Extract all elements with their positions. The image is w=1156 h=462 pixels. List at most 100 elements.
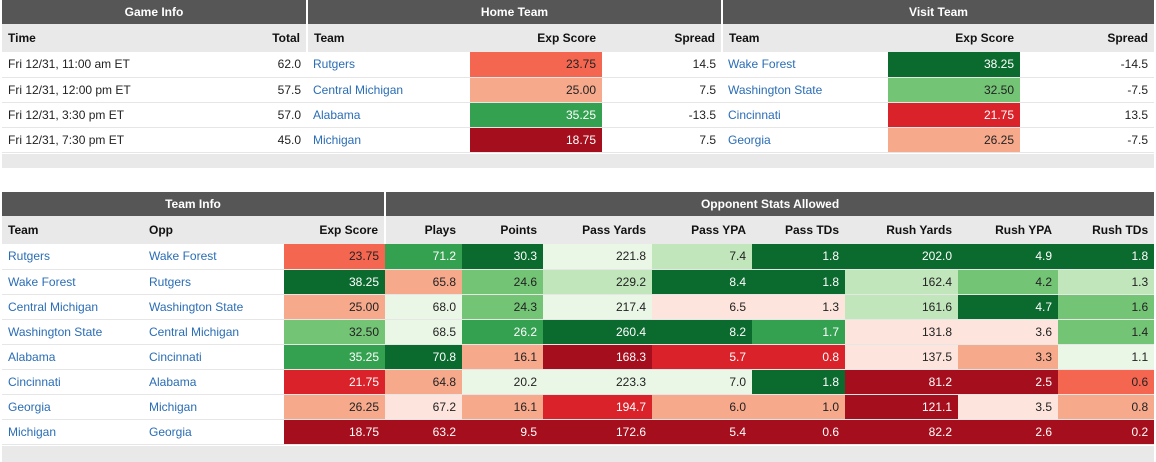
stat-pass-tds: 1.0	[752, 394, 846, 420]
stat-rush-tds: 0.8	[1058, 394, 1155, 420]
col-rush-yards[interactable]: Rush Yards	[845, 216, 959, 244]
stat-rush-tds: 1.8	[1058, 244, 1155, 270]
col-team[interactable]: Team	[2, 216, 143, 244]
stat-pass-ypa: 7.0	[652, 369, 753, 395]
team-link[interactable]: Georgia	[2, 394, 143, 420]
stat-pass-yards: 260.4	[543, 319, 653, 345]
opp-link[interactable]: Georgia	[143, 419, 284, 445]
game-row: Fri 12/31, 11:00 am ET 62.0 Rutgers 23.75 14…	[2, 52, 1155, 78]
opp-link[interactable]: Washington State	[143, 294, 284, 320]
opp-link[interactable]: Alabama	[143, 369, 284, 395]
stat-pass-yards: 229.2	[543, 269, 653, 295]
col-home-team[interactable]: Team	[307, 24, 470, 52]
col-visit-spread[interactable]: Spread	[1020, 24, 1155, 52]
stat-pass-ypa: 7.4	[652, 244, 753, 270]
col-visit-team[interactable]: Team	[722, 24, 888, 52]
stat-rush-ypa: 2.5	[958, 369, 1059, 395]
stat-plays: 71.2	[385, 244, 463, 270]
stat-pass-tds: 1.8	[752, 244, 846, 270]
opp-link[interactable]: Rutgers	[143, 269, 284, 295]
stat-pass-ypa: 5.4	[652, 419, 753, 445]
team-link[interactable]: Rutgers	[2, 244, 143, 270]
team-link[interactable]: Wake Forest	[2, 269, 143, 295]
stat-pass-ypa: 5.7	[652, 344, 753, 370]
stat-rush-ypa: 4.2	[958, 269, 1059, 295]
col-home-spread[interactable]: Spread	[602, 24, 723, 52]
col-pass-yards[interactable]: Pass Yards	[543, 216, 653, 244]
team-link[interactable]: Cincinnati	[2, 369, 143, 395]
stat-rush-ypa: 4.7	[958, 294, 1059, 320]
stat-points: 16.1	[462, 394, 544, 420]
home-spread: -13.5	[602, 102, 722, 128]
game-total: 57.5	[192, 77, 307, 103]
stat-pass-tds: 1.7	[752, 319, 846, 345]
visit-team-link[interactable]: Cincinnati	[722, 102, 888, 128]
home-team-link[interactable]: Michigan	[307, 127, 470, 153]
opp-link[interactable]: Central Michigan	[143, 319, 284, 345]
stat-rush-yards: 82.2	[845, 419, 959, 445]
home-exp-score: 18.75	[470, 127, 602, 153]
opp-link[interactable]: Wake Forest	[143, 244, 284, 270]
visit-spread: 13.5	[1020, 102, 1155, 128]
group-game-info: Game Info	[2, 0, 308, 24]
table-footer-band	[2, 154, 1154, 168]
home-team-link[interactable]: Alabama	[307, 102, 470, 128]
stat-pass-tds: 1.3	[752, 294, 846, 320]
team-link[interactable]: Washington State	[2, 319, 143, 345]
stat-rush-ypa: 3.6	[958, 319, 1059, 345]
game-time: Fri 12/31, 7:30 pm ET	[2, 127, 192, 153]
col-total[interactable]: Total	[192, 24, 308, 52]
stat-plays: 67.2	[385, 394, 463, 420]
visit-team-link[interactable]: Washington State	[722, 77, 888, 103]
stat-pass-yards: 194.7	[543, 394, 653, 420]
stat-pass-tds: 0.6	[752, 419, 846, 445]
col-rush-tds[interactable]: Rush TDs	[1058, 216, 1155, 244]
col-exp-score[interactable]: Exp Score	[284, 216, 387, 244]
stat-exp-score: 21.75	[284, 369, 386, 395]
col-visit-exp-score[interactable]: Exp Score	[888, 24, 1020, 52]
stat-points: 26.2	[462, 319, 544, 345]
stat-pass-yards: 217.4	[543, 294, 653, 320]
col-pass-tds[interactable]: Pass TDs	[752, 216, 846, 244]
home-exp-score: 35.25	[470, 102, 602, 128]
home-team-link[interactable]: Rutgers	[307, 52, 470, 78]
stat-plays: 68.5	[385, 319, 463, 345]
stat-pass-yards: 223.3	[543, 369, 653, 395]
col-opp[interactable]: Opp	[143, 216, 284, 244]
visit-spread: -14.5	[1020, 52, 1155, 78]
stat-rush-ypa: 2.6	[958, 419, 1059, 445]
stat-rush-yards: 161.6	[845, 294, 959, 320]
home-team-link[interactable]: Central Michigan	[307, 77, 470, 103]
stat-pass-tds: 0.8	[752, 344, 846, 370]
stat-exp-score: 25.00	[284, 294, 386, 320]
stat-exp-score: 18.75	[284, 419, 386, 445]
team-row: Washington State Central Michigan 32.50 68.…	[2, 319, 1155, 345]
games-table: Game Info Home Team Visit Team Time Tota…	[2, 0, 1155, 153]
stat-rush-tds: 1.3	[1058, 269, 1155, 295]
col-home-exp-score[interactable]: Exp Score	[470, 24, 602, 52]
stat-points: 24.3	[462, 294, 544, 320]
stat-pass-ypa: 6.0	[652, 394, 753, 420]
team-link[interactable]: Central Michigan	[2, 294, 143, 320]
opp-link[interactable]: Cincinnati	[143, 344, 284, 370]
visit-exp-score: 21.75	[888, 102, 1020, 128]
opp-link[interactable]: Michigan	[143, 394, 284, 420]
stat-pass-yards: 221.8	[543, 244, 653, 270]
col-pass-ypa[interactable]: Pass YPA	[652, 216, 753, 244]
stat-plays: 70.8	[385, 344, 463, 370]
team-row: Cincinnati Alabama 21.75 64.8 20.2 223.3 7.0 1.…	[2, 369, 1155, 395]
home-spread: 14.5	[602, 52, 722, 78]
team-link[interactable]: Alabama	[2, 344, 143, 370]
col-points[interactable]: Points	[462, 216, 544, 244]
col-plays[interactable]: Plays	[385, 216, 463, 244]
col-time[interactable]: Time	[2, 24, 192, 52]
visit-team-link[interactable]: Georgia	[722, 127, 888, 153]
stat-plays: 64.8	[385, 369, 463, 395]
col-rush-ypa[interactable]: Rush YPA	[958, 216, 1059, 244]
group-home-team: Home Team	[307, 0, 723, 24]
visit-team-link[interactable]: Wake Forest	[722, 52, 888, 78]
game-total: 57.0	[192, 102, 307, 128]
team-link[interactable]: Michigan	[2, 419, 143, 445]
stat-plays: 65.8	[385, 269, 463, 295]
stat-rush-yards: 202.0	[845, 244, 959, 270]
